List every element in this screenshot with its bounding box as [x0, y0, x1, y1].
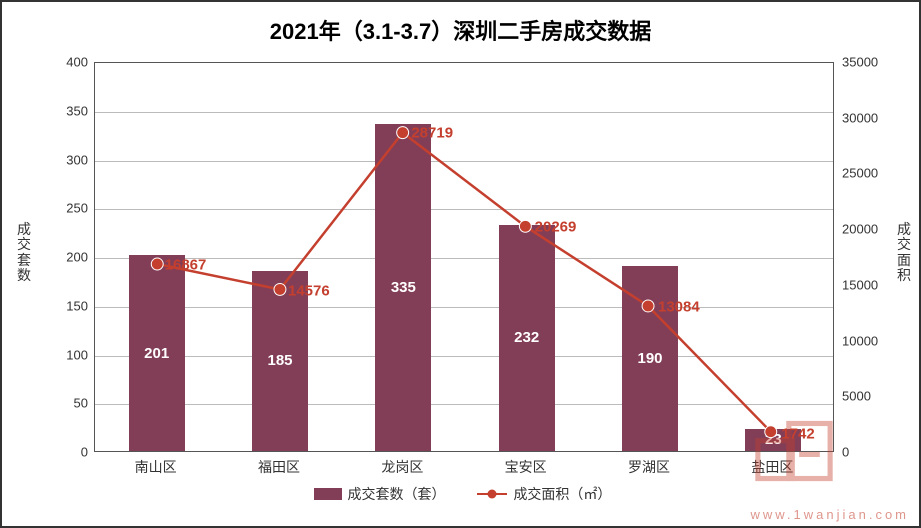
chart-container: 2021年（3.1-3.7）深圳二手房成交数据 成交套数 成交面积 0 50 1… [0, 0, 921, 528]
y-left-axis-title: 成交套数 [16, 222, 32, 284]
grid-line [95, 112, 833, 113]
line-value-label: 28719 [411, 124, 453, 141]
chart-title: 2021年（3.1-3.7）深圳二手房成交数据 [2, 2, 919, 46]
y-left-tick: 150 [38, 298, 88, 313]
bar-value-label: 201 [144, 345, 169, 362]
y-right-tick: 35000 [842, 55, 894, 70]
bar-value-label: 185 [267, 352, 292, 369]
y-left-tick: 250 [38, 201, 88, 216]
y-right-tick: 15000 [842, 277, 894, 292]
y-left-tick: 50 [38, 396, 88, 411]
line-value-label: 16867 [165, 257, 207, 274]
watermark-logo-icon [751, 416, 837, 486]
legend-swatch-line-icon [477, 488, 507, 500]
watermark-text: www.1wanjian.com [750, 507, 909, 522]
x-category-label: 罗湖区 [609, 457, 689, 477]
y-right-axis-title: 成交面积 [896, 222, 912, 284]
x-category-label: 福田区 [239, 457, 319, 477]
y-right-tick: 30000 [842, 110, 894, 125]
grid-line [95, 161, 833, 162]
legend: 成交套数（套） 成交面积（㎡） [2, 484, 921, 504]
y-right-tick: 10000 [842, 333, 894, 348]
bar-value-label: 335 [391, 279, 416, 296]
x-category-label: 南山区 [116, 457, 196, 477]
legend-label: 成交面积（㎡） [513, 484, 611, 504]
y-left-tick: 100 [38, 347, 88, 362]
plot-area: 201 185 335 232 190 23 16867 14576 28719… [94, 62, 834, 452]
y-right-tick: 5000 [842, 389, 894, 404]
bar: 232 [499, 225, 555, 451]
legend-swatch-bar-icon [314, 488, 342, 500]
legend-label: 成交套数（套） [348, 484, 446, 504]
y-right-tick: 0 [842, 445, 894, 460]
line-value-label: 14576 [288, 282, 330, 299]
bar: 335 [375, 124, 431, 451]
grid-line [95, 307, 833, 308]
bar: 190 [622, 266, 678, 451]
bar: 201 [129, 255, 185, 451]
bar-value-label: 190 [637, 350, 662, 367]
y-left-tick: 300 [38, 152, 88, 167]
x-category-label: 宝安区 [486, 457, 566, 477]
y-left-tick: 200 [38, 250, 88, 265]
y-left-tick: 400 [38, 55, 88, 70]
y-left-tick: 0 [38, 445, 88, 460]
grid-line [95, 404, 833, 405]
bar-value-label: 232 [514, 329, 539, 346]
legend-item-line: 成交面积（㎡） [477, 484, 611, 504]
legend-item-bar: 成交套数（套） [314, 484, 446, 504]
line-value-label: 20269 [535, 219, 577, 236]
y-left-tick: 350 [38, 103, 88, 118]
grid-line [95, 209, 833, 210]
x-category-label: 龙岗区 [362, 457, 442, 477]
line-value-label: 13084 [658, 299, 700, 316]
grid-line [95, 356, 833, 357]
y-right-tick: 20000 [842, 222, 894, 237]
y-right-tick: 25000 [842, 166, 894, 181]
